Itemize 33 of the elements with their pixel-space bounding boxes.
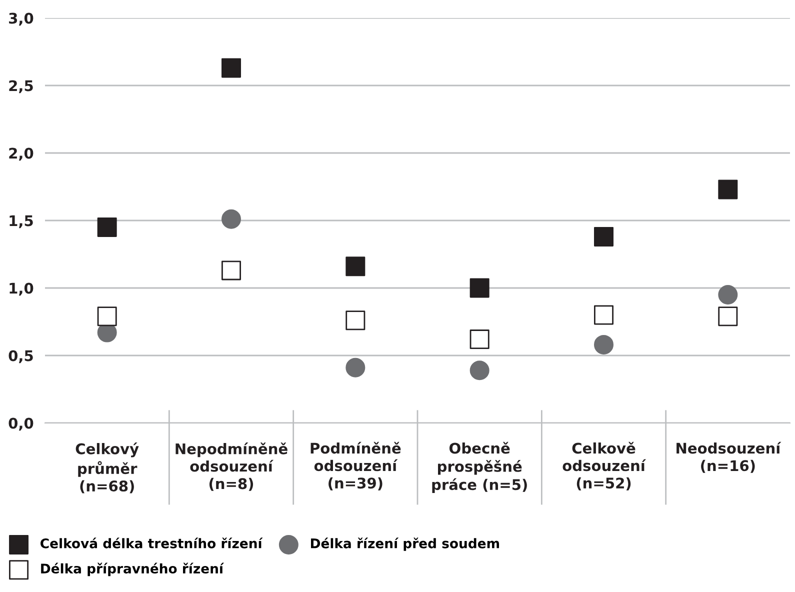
point bbox=[222, 209, 241, 229]
point bbox=[222, 58, 241, 78]
y-tick-label: 2,0 bbox=[9, 148, 34, 161]
y-tick-label: 0,5 bbox=[8, 350, 33, 364]
legend-label: Délka řízení před soudem bbox=[310, 538, 499, 551]
legend-label: Délka přípravného řízení bbox=[41, 562, 224, 576]
point bbox=[346, 358, 366, 378]
y-tick-label: 1,0 bbox=[10, 282, 34, 296]
point bbox=[718, 180, 738, 200]
point bbox=[222, 260, 241, 280]
point bbox=[718, 306, 738, 326]
x-tick-label: Podmíněně odsouzení (n=39) bbox=[310, 442, 401, 490]
point bbox=[470, 330, 490, 350]
point bbox=[594, 334, 614, 354]
point bbox=[346, 256, 366, 276]
point bbox=[97, 218, 117, 237]
x-tick-label: Neodsouzení (n=16) bbox=[676, 442, 782, 473]
point bbox=[470, 360, 490, 380]
y-tick-label: 0,0 bbox=[8, 418, 34, 431]
x-tick-label: Nepodmíněně odsouzení (n=8) bbox=[176, 442, 288, 491]
point bbox=[718, 285, 738, 304]
y-tick-label: 3,0 bbox=[9, 12, 34, 26]
legend-label: Celková délka trestního řízení bbox=[40, 538, 263, 548]
point bbox=[97, 306, 117, 326]
x-tick-label: Obecně prospěšné práce (n=5) bbox=[432, 442, 527, 493]
point bbox=[470, 278, 490, 298]
point bbox=[594, 305, 614, 325]
x-tick-label: Celkový průměr (n=68) bbox=[76, 442, 139, 494]
point bbox=[594, 226, 614, 246]
y-tick-label: 2,5 bbox=[9, 80, 33, 94]
point bbox=[346, 310, 366, 330]
y-tick-label: 1,5 bbox=[10, 215, 33, 228]
x-tick-label: Celkově odsouzení (n=52) bbox=[562, 442, 646, 490]
